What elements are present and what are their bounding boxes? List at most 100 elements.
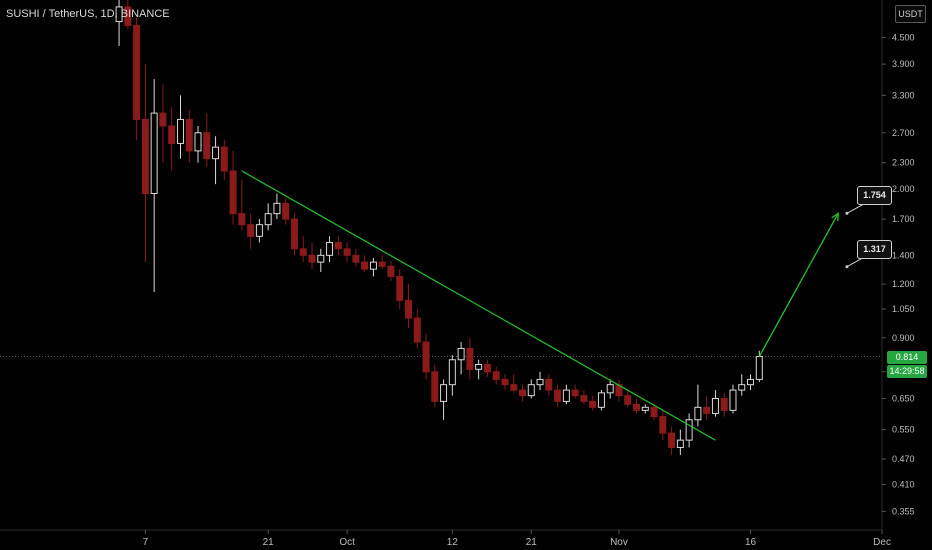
candle-body [589, 400, 597, 408]
candle [334, 236, 342, 256]
candle [703, 395, 711, 420]
candle-body [413, 317, 421, 343]
candle [720, 392, 728, 417]
candle [168, 106, 176, 171]
x-tick-label: 16 [745, 537, 757, 548]
candle [352, 248, 360, 267]
y-tick-label: 2.300 [892, 158, 915, 168]
candle [606, 379, 614, 399]
target-callout-low[interactable]: 1.317 [856, 239, 892, 259]
x-tick-label: 21 [263, 537, 275, 548]
candle [194, 125, 202, 163]
projection-arrow [758, 212, 839, 357]
currency-unit-button[interactable]: USDT [895, 5, 926, 23]
candle [738, 374, 746, 396]
candle-body [650, 406, 658, 418]
candle-body [159, 112, 167, 127]
y-tick-label: 3.900 [892, 59, 915, 69]
candle [510, 374, 518, 393]
candle [431, 364, 439, 408]
candle [747, 374, 755, 391]
chart-title: SUSHI / TetherUS, 1D, BINANCE [6, 8, 170, 20]
candle-body [308, 254, 316, 263]
candle-body [396, 275, 404, 301]
y-tick-label: 0.650 [892, 394, 915, 404]
trendline [241, 170, 716, 441]
candle [571, 384, 579, 399]
candle-body [133, 24, 141, 120]
candle [668, 426, 676, 456]
candle [124, 0, 132, 30]
candle [387, 260, 395, 282]
candle-body [475, 363, 483, 370]
candle-body [273, 202, 281, 215]
y-tick-label: 0.470 [892, 454, 915, 464]
y-tick-label: 0.410 [892, 479, 915, 489]
candle [317, 248, 325, 273]
candle [150, 79, 158, 293]
candle [624, 390, 632, 408]
candle-body [229, 170, 237, 215]
candle [615, 379, 623, 402]
last-price-tag: 0.814 [887, 350, 927, 364]
candle-body [317, 254, 325, 263]
candle [475, 359, 483, 380]
candle [589, 395, 597, 411]
candle-body [238, 213, 246, 226]
candle-body [194, 132, 202, 152]
candle [141, 64, 149, 263]
x-tick-label: Oct [339, 537, 355, 548]
candle [290, 213, 298, 256]
candle-body [694, 406, 702, 421]
candle [378, 255, 386, 270]
candle [185, 110, 193, 163]
candle-body [290, 218, 298, 250]
candle-body [676, 439, 684, 448]
candle [203, 113, 211, 167]
candle [255, 219, 263, 243]
y-tick-label: 3.300 [892, 90, 915, 100]
candle [483, 359, 491, 377]
candle [369, 258, 377, 277]
candle [159, 84, 167, 163]
candle [326, 236, 334, 263]
candle-body [536, 378, 544, 386]
candle [404, 284, 412, 328]
candle [492, 366, 500, 385]
candle-body [448, 359, 456, 386]
callout-anchor [845, 211, 849, 215]
candle [273, 193, 281, 220]
candle-body [334, 241, 342, 250]
candle-body [545, 378, 553, 391]
candle-body [527, 384, 535, 397]
y-tick-label: 4.500 [892, 32, 915, 42]
candle-body [668, 432, 676, 448]
candle-body [624, 395, 632, 405]
x-tick-label: 21 [526, 537, 538, 548]
y-tick-label: 1.700 [892, 214, 915, 224]
candle [343, 242, 351, 263]
y-tick-label: 0.355 [892, 506, 915, 516]
y-tick-label: 1.200 [892, 279, 915, 289]
candle-body [387, 265, 395, 277]
x-tick-label: Dec [873, 537, 891, 548]
y-axis: 4.500 3.900 3.300 2.700 2.300 2.000 1.700 1.400… [881, 0, 915, 530]
candle [220, 139, 228, 180]
candle-body [747, 378, 755, 386]
candle-body [519, 389, 526, 397]
target-callout-high[interactable]: 1.754 [856, 186, 892, 206]
candles-layer [115, 0, 763, 456]
candle [440, 379, 448, 420]
y-tick-label: 0.550 [892, 425, 915, 435]
candle [299, 236, 307, 263]
candle-body [711, 398, 719, 414]
candle [676, 429, 684, 456]
candle-body [220, 146, 228, 172]
y-tick-label: 0.900 [892, 333, 915, 343]
candle [238, 179, 246, 231]
candle [685, 413, 693, 448]
candle-body [703, 406, 711, 414]
candle-body [720, 398, 728, 411]
y-tick-label: 1.050 [892, 304, 915, 314]
